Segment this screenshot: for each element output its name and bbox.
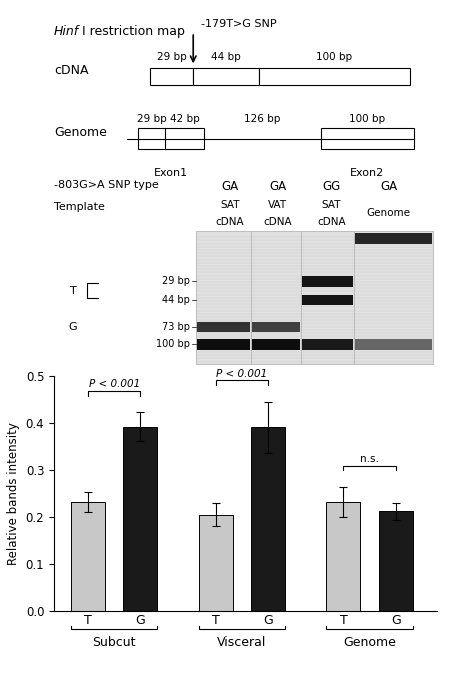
FancyBboxPatch shape <box>149 68 193 86</box>
Text: Genome: Genome <box>367 208 411 218</box>
FancyBboxPatch shape <box>252 339 300 350</box>
FancyBboxPatch shape <box>321 128 414 149</box>
Text: GA: GA <box>269 180 286 193</box>
Text: -179T>G SNP: -179T>G SNP <box>201 19 276 29</box>
Bar <box>71 502 105 611</box>
Text: n.s.: n.s. <box>360 454 379 464</box>
Text: cDNA: cDNA <box>317 217 346 227</box>
Bar <box>251 428 285 611</box>
Text: Genome: Genome <box>54 126 107 139</box>
FancyBboxPatch shape <box>197 339 250 350</box>
Text: 126 bp: 126 bp <box>244 114 281 124</box>
FancyBboxPatch shape <box>138 128 204 149</box>
Text: Genome: Genome <box>343 636 396 649</box>
Text: GA: GA <box>221 180 239 193</box>
Text: 29 bp: 29 bp <box>137 114 166 124</box>
Text: Subcut: Subcut <box>92 636 136 649</box>
FancyBboxPatch shape <box>197 322 250 332</box>
Text: cDNA: cDNA <box>216 217 244 227</box>
Text: -803G>A SNP type: -803G>A SNP type <box>54 180 159 189</box>
FancyBboxPatch shape <box>356 339 432 350</box>
Text: P < 0.001: P < 0.001 <box>216 369 268 378</box>
Text: SAT: SAT <box>322 200 341 210</box>
Text: 44 bp: 44 bp <box>162 295 190 305</box>
FancyBboxPatch shape <box>193 68 259 86</box>
Bar <box>199 515 233 611</box>
FancyBboxPatch shape <box>259 68 410 86</box>
FancyBboxPatch shape <box>302 295 353 306</box>
FancyBboxPatch shape <box>195 231 433 365</box>
Text: 100 bp: 100 bp <box>156 340 190 349</box>
FancyBboxPatch shape <box>252 322 300 332</box>
Text: G: G <box>69 322 77 332</box>
Text: 73 bp: 73 bp <box>162 322 190 332</box>
Text: GG: GG <box>322 180 341 193</box>
Text: Exon1: Exon1 <box>154 168 188 179</box>
Text: 44 bp: 44 bp <box>212 52 241 62</box>
Text: 42 bp: 42 bp <box>170 114 199 124</box>
Text: SAT: SAT <box>220 200 240 210</box>
Text: cDNA: cDNA <box>263 217 292 227</box>
FancyBboxPatch shape <box>356 234 432 244</box>
Bar <box>326 502 360 611</box>
Text: Template: Template <box>54 202 105 213</box>
Text: cDNA: cDNA <box>54 65 89 77</box>
Text: 29 bp: 29 bp <box>157 52 186 62</box>
Text: T: T <box>70 286 76 296</box>
Text: P < 0.001: P < 0.001 <box>89 380 140 389</box>
Text: VAT: VAT <box>268 200 287 210</box>
Text: 100 bp: 100 bp <box>316 52 353 62</box>
Text: GA: GA <box>380 180 397 193</box>
Bar <box>123 426 158 611</box>
Text: I restriction map: I restriction map <box>81 25 184 38</box>
Y-axis label: Relative bands intensity: Relative bands intensity <box>7 422 20 565</box>
Bar <box>379 511 413 611</box>
Text: Hinf: Hinf <box>54 25 79 38</box>
Text: Exon2: Exon2 <box>350 168 384 179</box>
FancyBboxPatch shape <box>302 276 353 287</box>
Text: 100 bp: 100 bp <box>349 114 385 124</box>
Text: Visceral: Visceral <box>217 636 266 649</box>
Text: 29 bp: 29 bp <box>162 276 190 287</box>
FancyBboxPatch shape <box>302 339 353 350</box>
